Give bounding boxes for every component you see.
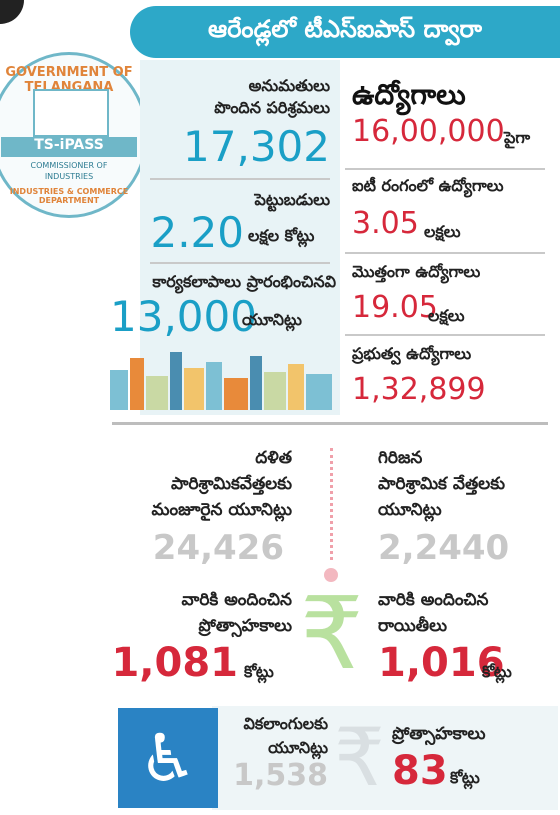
- seal-building-icon: [33, 89, 109, 137]
- divider: [150, 178, 330, 180]
- started-value: 13,000: [110, 292, 257, 341]
- disabled-incentive-label: ప్రోత్సాహకాలు: [392, 724, 486, 744]
- invest-unit: లక్షల కోట్లు: [248, 226, 315, 245]
- it-jobs-unit: లక్షలు: [424, 222, 461, 241]
- gov-jobs-value: 1,32,899: [352, 372, 486, 407]
- total-jobs-value: 19.05: [352, 290, 438, 325]
- started-unit: యూనిట్లు: [242, 310, 302, 329]
- ts-ipass-seal: GOVERNMENT OF TELANGANA TS-iPASS COMMISS…: [0, 52, 148, 218]
- tribal-label-1: గిరిజన: [378, 448, 423, 468]
- tribal-units-value: 2,2440: [378, 528, 510, 568]
- dalit-incentive-unit: కోట్లు: [244, 662, 274, 681]
- started-label: కార్యకలాపాలు ప్రారంభించినవి: [152, 272, 336, 291]
- invest-value: 2.20: [150, 208, 244, 257]
- divider: [345, 334, 545, 336]
- rupee-icon: ₹: [300, 575, 364, 692]
- seal-sub1: COMMISSIONER OF: [30, 161, 108, 170]
- disabled-label-2: యూనిట్లు: [268, 738, 328, 757]
- jobs-unit: పైగా: [504, 128, 531, 147]
- dalit-incentive-label-1: వారికి అందించిన: [181, 590, 293, 610]
- tribal-incentive-label-2: రాయితీలు: [378, 616, 448, 636]
- dalit-incentive-label-2: ప్రోత్సాహకాలు: [198, 616, 292, 636]
- header-title: ఆరేండ్లలో టీఎస్ఐపాస్ ద్వారా: [208, 15, 482, 43]
- industry-skyline-illustration: [110, 352, 332, 410]
- tribal-incentive-value: 1,016: [378, 640, 505, 686]
- seal-sub2: INDUSTRIES: [44, 172, 94, 181]
- corner-dot: [0, 0, 24, 24]
- total-jobs-label: మొత్తంగా ఉద్యోగాలు: [352, 262, 481, 281]
- it-jobs-label: ఐటీ రంగంలో ఉద్యోగాలు: [352, 176, 504, 195]
- dalit-label-2: పారిశ్రామికవేత్తలకు: [170, 474, 292, 494]
- section-divider: [112, 422, 548, 425]
- divider: [345, 168, 545, 170]
- jobs-title: ఉద్యోగాలు: [352, 78, 466, 111]
- disabled-incentive-unit: కోట్లు: [450, 768, 480, 787]
- seal-bottom-text: INDUSTRIES & COMMERCE DEPARTMENT: [9, 187, 129, 205]
- divider: [150, 262, 330, 264]
- tribal-incentive-unit: కోట్లు: [482, 662, 512, 681]
- approved-label-1: అనుమతులు: [248, 76, 330, 95]
- dalit-units-value: 24,426: [152, 528, 284, 568]
- tribal-incentive-label-1: వారికి అందించిన: [378, 590, 489, 610]
- dalit-incentive-value: 1,081: [111, 640, 238, 686]
- dalit-label-3: మంజూరైన యూనిట్లు: [151, 500, 292, 520]
- approved-label-2: పొందిన పరిశ్రమలు: [214, 98, 330, 117]
- it-jobs-value: 3.05: [352, 206, 419, 241]
- disabled-panel: [212, 706, 558, 810]
- dalit-label-1: దళిత: [255, 448, 292, 468]
- divider: [345, 252, 545, 254]
- wheelchair-icon: ♿: [118, 708, 218, 808]
- vertical-dotted-divider: [330, 448, 333, 560]
- invest-label: పెట్టుబడులు: [254, 190, 330, 209]
- header-banner: ఆరేండ్లలో టీఎస్ఐపాస్ ద్వారా: [130, 6, 560, 58]
- gov-jobs-label: ప్రభుత్వ ఉద్యోగాలు: [352, 344, 472, 363]
- tribal-label-3: యూనిట్లు: [378, 500, 442, 520]
- tribal-label-2: పారిశ్రామిక వేత్తలకు: [378, 474, 505, 494]
- jobs-value: 16,00,000: [352, 114, 505, 149]
- total-jobs-unit: లక్షలు: [428, 306, 465, 325]
- disabled-units-value: 1,538: [233, 758, 328, 793]
- seal-name: TS-iPASS: [1, 137, 137, 157]
- approved-value: 17,302: [183, 122, 330, 171]
- disabled-label-1: వికలాంగులకు: [243, 714, 328, 733]
- divider-dot: [324, 568, 338, 582]
- rupee-watermark-icon: ₹: [334, 711, 385, 804]
- disabled-incentive-value: 83: [392, 748, 448, 794]
